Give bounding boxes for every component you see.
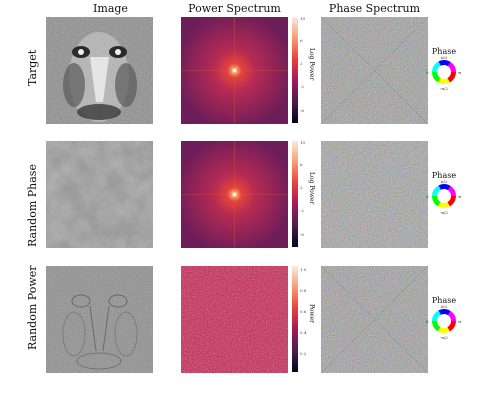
- random-phase-colorbar: [292, 141, 298, 251]
- random-phase-image-panel: [46, 141, 153, 248]
- phase-legend-title-3: Phase: [431, 296, 457, 305]
- wheel-tick: -π/2: [440, 210, 448, 215]
- cbar-tick: 2: [300, 61, 303, 66]
- random-power-power-spectrum-panel: [181, 266, 288, 373]
- cbar-tick: 6: [300, 38, 303, 43]
- phase-color-wheel-3: [431, 308, 457, 338]
- column-title-phase-spectrum: Phase Spectrum: [328, 2, 421, 15]
- target-image-panel: [46, 17, 153, 124]
- target-colorbar-label: Log Power: [308, 48, 315, 81]
- target-phase-spectrum-panel: [321, 17, 428, 124]
- wheel-tick: 0: [426, 194, 429, 199]
- target-colorbar: [292, 17, 298, 127]
- row-label-random-phase: Random Phase: [26, 164, 39, 247]
- row-label-random-power: Random Power: [26, 265, 39, 350]
- wheel-tick: -π/2: [440, 86, 448, 91]
- cbar-tick: -6: [300, 232, 304, 237]
- column-title-power-spectrum: Power Spectrum: [188, 2, 281, 15]
- cbar-tick: 0.4: [300, 330, 307, 335]
- cbar-tick: -2: [300, 208, 304, 213]
- cbar-tick: 6: [300, 162, 303, 167]
- random-phase-power-spectrum-panel: [181, 141, 288, 248]
- wheel-tick: -π/2: [440, 335, 448, 340]
- cbar-tick: -2: [300, 84, 304, 89]
- random-phase-phase-spectrum-panel: [321, 141, 428, 248]
- wheel-tick: -π: [457, 194, 461, 199]
- random-power-colorbar: [292, 266, 298, 376]
- wheel-tick: 0: [426, 319, 429, 324]
- random-power-colorbar-label: Power: [308, 304, 315, 323]
- cbar-tick: 10: [300, 140, 306, 145]
- row-label-target: Target: [26, 49, 39, 86]
- cbar-tick: 0.2: [300, 351, 307, 356]
- cbar-tick: 1.0: [300, 267, 307, 272]
- wheel-tick: π/2: [441, 304, 448, 309]
- wheel-tick: -π: [457, 70, 461, 75]
- phase-color-wheel-1: [431, 59, 457, 89]
- phase-legend-title-1: Phase: [431, 47, 457, 56]
- column-title-image: Image: [93, 2, 128, 15]
- random-phase-colorbar-label: Log Power: [308, 172, 315, 205]
- wheel-tick: -π: [457, 319, 461, 324]
- phase-color-wheel-2: [431, 183, 457, 213]
- target-power-spectrum-panel: [181, 17, 288, 124]
- random-power-phase-spectrum-panel: [321, 266, 428, 373]
- random-power-image-panel: [46, 266, 153, 373]
- phase-legend-title-2: Phase: [431, 171, 457, 180]
- cbar-tick: 10: [300, 16, 306, 21]
- cbar-tick: 0.8: [300, 288, 307, 293]
- wheel-tick: π/2: [441, 55, 448, 60]
- wheel-tick: π/2: [441, 179, 448, 184]
- cbar-tick: 2: [300, 185, 303, 190]
- cbar-tick: 0.6: [300, 309, 307, 314]
- cbar-tick: -6: [300, 108, 304, 113]
- wheel-tick: 0: [426, 70, 429, 75]
